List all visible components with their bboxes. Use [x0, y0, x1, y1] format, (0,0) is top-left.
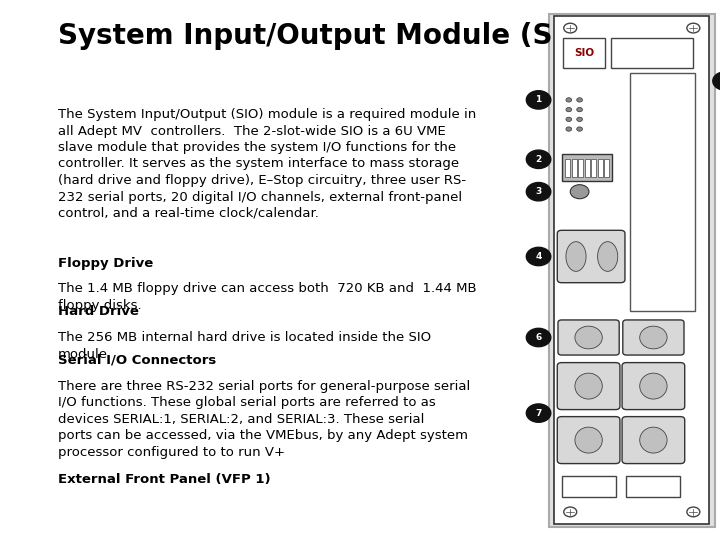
Circle shape	[687, 23, 700, 33]
Bar	[604, 159, 609, 177]
Bar	[611, 38, 693, 68]
Text: System Input/Output Module (SIO): System Input/Output Module (SIO)	[58, 22, 598, 50]
Bar	[572, 159, 577, 177]
Circle shape	[564, 23, 577, 33]
FancyBboxPatch shape	[557, 417, 620, 463]
Text: 6: 6	[536, 333, 541, 342]
Bar	[598, 159, 603, 177]
Circle shape	[577, 107, 582, 112]
Bar	[591, 159, 596, 177]
Circle shape	[570, 185, 589, 199]
Circle shape	[564, 507, 577, 517]
Text: Floppy Drive: Floppy Drive	[58, 256, 153, 269]
Bar	[562, 476, 616, 497]
Text: The System Input/Output (SIO) module is a required module in
all Adept MV  contr: The System Input/Output (SIO) module is …	[58, 108, 476, 220]
Bar	[549, 14, 715, 526]
Bar	[563, 38, 605, 68]
FancyBboxPatch shape	[557, 231, 625, 283]
Circle shape	[566, 117, 572, 122]
Ellipse shape	[598, 242, 618, 272]
Circle shape	[566, 98, 572, 102]
FancyBboxPatch shape	[557, 363, 620, 410]
Ellipse shape	[566, 242, 586, 272]
Circle shape	[713, 72, 720, 90]
Ellipse shape	[575, 427, 602, 453]
Ellipse shape	[640, 326, 667, 349]
Circle shape	[526, 247, 551, 266]
Text: Hard Drive: Hard Drive	[58, 305, 138, 318]
Bar	[578, 159, 583, 177]
Circle shape	[577, 117, 582, 122]
Circle shape	[526, 404, 551, 422]
Text: The 1.4 MB floppy drive can access both  720 KB and  1.44 MB
floppy disks.: The 1.4 MB floppy drive can access both …	[58, 282, 476, 312]
Ellipse shape	[575, 373, 602, 399]
Bar	[626, 476, 680, 497]
Text: 7: 7	[536, 409, 541, 417]
Ellipse shape	[575, 326, 602, 349]
Text: SIO: SIO	[574, 48, 594, 58]
FancyBboxPatch shape	[622, 417, 685, 463]
Text: 4: 4	[536, 252, 541, 261]
FancyBboxPatch shape	[622, 363, 685, 410]
FancyBboxPatch shape	[623, 320, 684, 355]
Circle shape	[526, 150, 551, 168]
Text: 3: 3	[536, 187, 541, 196]
Circle shape	[566, 107, 572, 112]
Text: External Front Panel (VFP 1): External Front Panel (VFP 1)	[58, 472, 270, 485]
Circle shape	[687, 507, 700, 517]
FancyBboxPatch shape	[558, 320, 619, 355]
Text: 2: 2	[536, 155, 541, 164]
Text: Serial I/O Connectors: Serial I/O Connectors	[58, 354, 216, 367]
Circle shape	[566, 127, 572, 131]
Text: The 256 MB internal hard drive is located inside the SIO
module: The 256 MB internal hard drive is locate…	[58, 331, 431, 361]
Bar	[585, 159, 590, 177]
Ellipse shape	[640, 373, 667, 399]
Circle shape	[526, 183, 551, 201]
Ellipse shape	[640, 427, 667, 453]
Bar	[554, 16, 709, 524]
Bar	[630, 73, 695, 310]
Bar	[565, 159, 570, 177]
Text: There are three RS-232 serial ports for general-purpose serial
I/O functions. Th: There are three RS-232 serial ports for …	[58, 380, 470, 458]
Circle shape	[577, 98, 582, 102]
Circle shape	[577, 127, 582, 131]
Circle shape	[526, 328, 551, 347]
Text: 1: 1	[536, 96, 541, 104]
Bar	[562, 154, 612, 181]
Circle shape	[526, 91, 551, 109]
